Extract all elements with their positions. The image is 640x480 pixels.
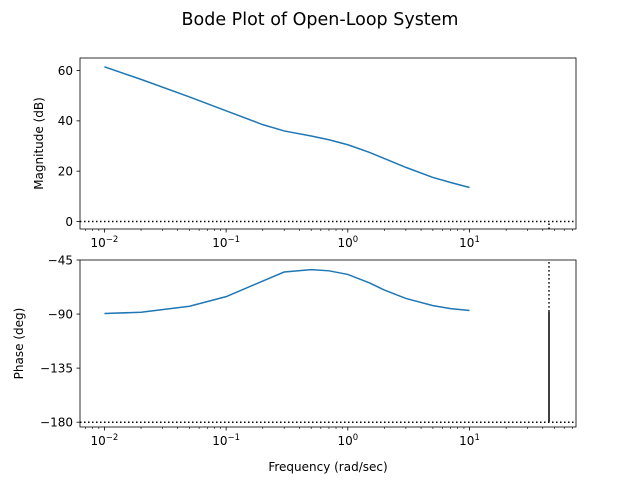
phase-x-tick-label: 10−1 bbox=[212, 433, 240, 448]
magnitude-y-tick-label: 60 bbox=[58, 64, 73, 78]
magnitude-y-ticks: 0 20 40 60 bbox=[58, 64, 80, 229]
phase-y-tick-label: −90 bbox=[48, 307, 73, 321]
phase-ylabel: Phase (deg) bbox=[12, 308, 26, 380]
magnitude-axes: 10−2 10−1 100 101 0 20 40 60 Magnitude (dB) bbox=[32, 57, 577, 250]
phase-series-line bbox=[104, 268, 470, 315]
magnitude-y-tick-label: 40 bbox=[58, 114, 73, 128]
phase-x-ticks: 10−2 10−1 100 101 bbox=[85, 427, 573, 448]
magnitude-x-tick-label: 100 bbox=[337, 235, 358, 250]
magnitude-y-tick-label: 0 bbox=[65, 215, 73, 229]
phase-x-tick-label: 101 bbox=[459, 433, 480, 448]
phase-axes: 10−2 10−1 100 101 −45 −90 −135 −180 Phase (deg… bbox=[12, 253, 577, 474]
phase-y-tick-label: −45 bbox=[48, 253, 73, 267]
magnitude-series-line bbox=[104, 66, 470, 189]
magnitude-x-ticks: 10−2 10−1 100 101 bbox=[85, 229, 573, 250]
magnitude-y-tick-label: 20 bbox=[58, 164, 73, 178]
magnitude-x-tick-label: 10−2 bbox=[91, 235, 119, 250]
magnitude-frame bbox=[79, 57, 577, 230]
magnitude-x-tick-label: 10−1 bbox=[212, 235, 240, 250]
phase-y-tick-label: −180 bbox=[40, 415, 73, 429]
phase-x-tick-label: 10−2 bbox=[91, 433, 119, 448]
magnitude-x-tick-label: 101 bbox=[459, 235, 480, 250]
phase-y-ticks: −45 −90 −135 −180 bbox=[40, 253, 80, 429]
figure-title: Bode Plot of Open-Loop System bbox=[182, 10, 459, 30]
phase-x-tick-label: 100 bbox=[337, 433, 358, 448]
phase-y-tick-label: −135 bbox=[40, 361, 73, 375]
phase-xlabel: Frequency (rad/sec) bbox=[268, 460, 387, 474]
magnitude-ylabel: Magnitude (dB) bbox=[32, 97, 46, 190]
phase-plot-area bbox=[80, 260, 576, 423]
magnitude-plot-area bbox=[80, 66, 576, 229]
phase-frame bbox=[79, 259, 577, 428]
